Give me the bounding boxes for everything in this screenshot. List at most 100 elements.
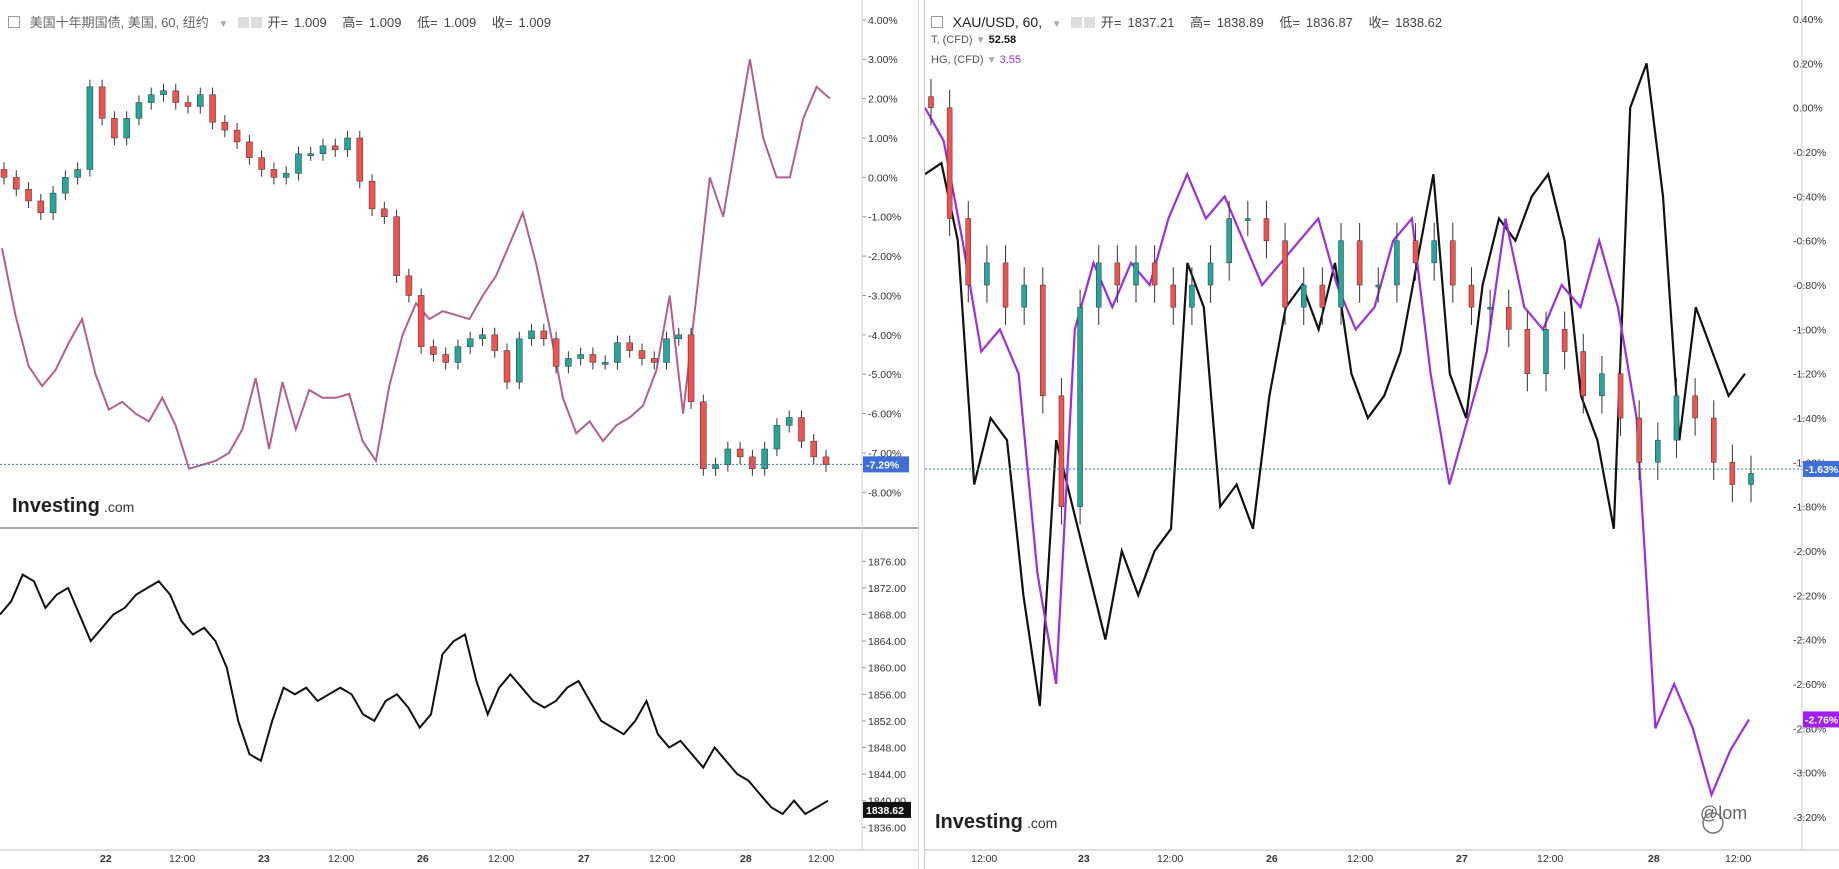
candle-body bbox=[516, 338, 523, 383]
eye-icon[interactable] bbox=[250, 17, 262, 28]
left-chart-svg[interactable]: 4.00% 3.00% 2.00% 1.00% 0.00% -1.00% -2.00% -3.… bbox=[0, 0, 918, 869]
candle-body bbox=[1319, 284, 1326, 308]
low-value: 1836.87 bbox=[1305, 15, 1353, 30]
y-axis-tick-label: -3.00% bbox=[868, 290, 901, 302]
candle-body bbox=[687, 334, 695, 403]
candle-body bbox=[135, 102, 143, 119]
candle-body bbox=[62, 177, 69, 194]
candle-body bbox=[540, 330, 548, 340]
candle-body bbox=[381, 208, 388, 217]
candle-body bbox=[233, 129, 241, 143]
y-axis-tick-label: 2.00% bbox=[868, 94, 898, 106]
candle-body bbox=[1058, 395, 1065, 507]
candle-body bbox=[1226, 218, 1232, 264]
candle-body bbox=[638, 350, 646, 359]
y-axis-tick-label: -2.00% bbox=[868, 251, 901, 263]
candle-body bbox=[295, 153, 302, 174]
candle-body bbox=[49, 192, 57, 214]
x-axis-tick-label: 27 bbox=[1456, 853, 1468, 865]
y-axis-tick-label: 1864.00 bbox=[868, 636, 906, 648]
y-axis-tick-label: 3.00% bbox=[868, 54, 898, 66]
candle-body bbox=[37, 200, 45, 214]
collapse-icon[interactable] bbox=[931, 16, 943, 28]
candle-body bbox=[0, 169, 8, 178]
candle-body bbox=[1748, 473, 1754, 485]
candle-body bbox=[1207, 262, 1214, 286]
x-axis-tick-label: 12:00 bbox=[808, 853, 834, 865]
candle-body bbox=[773, 425, 781, 450]
series-t-legend: T, (CFD) ▼ 52.58 bbox=[931, 34, 1016, 46]
candle-body bbox=[332, 145, 339, 151]
close-label: 收= bbox=[1368, 15, 1390, 30]
high-value: 1.009 bbox=[368, 15, 402, 30]
candle-body bbox=[736, 448, 744, 458]
candle-body bbox=[1002, 262, 1009, 308]
candle-body bbox=[1710, 417, 1717, 463]
candle-body bbox=[172, 90, 180, 103]
candle-body bbox=[1133, 262, 1139, 286]
series-hg-legend: HG, (CFD) ▼ 3.55 bbox=[931, 54, 1021, 66]
close-label: 收= bbox=[491, 15, 513, 30]
candle-body bbox=[675, 334, 683, 340]
candle-body bbox=[1394, 240, 1400, 286]
y-axis-tick-label: 1860.00 bbox=[868, 663, 906, 675]
x-axis-tick-label: 12:00 bbox=[328, 853, 354, 865]
y-axis-tick-label: 1872.00 bbox=[868, 583, 906, 595]
settings-icon[interactable] bbox=[237, 17, 249, 28]
chevron-down-icon[interactable]: ▼ bbox=[1051, 19, 1062, 30]
y-axis-tick-label: -5.00% bbox=[868, 369, 901, 381]
x-axis-tick-label: 27 bbox=[578, 853, 590, 865]
candle-body bbox=[552, 338, 560, 367]
y-axis-tick-label: 1868.00 bbox=[868, 610, 906, 622]
hg-last-label: -2.76% bbox=[1805, 714, 1839, 726]
candle-body bbox=[503, 350, 511, 383]
candle-body bbox=[1338, 240, 1344, 308]
candle-body bbox=[1077, 306, 1083, 507]
x-axis-tick-label: 23 bbox=[1078, 853, 1090, 865]
candle-body bbox=[700, 401, 707, 469]
settings-icon[interactable] bbox=[1071, 17, 1083, 28]
left-legend: 美国十年期国债, 美国, 60, 纽约 ▼ 开= 1.009 高= 1.009 低=… bbox=[8, 12, 563, 31]
high-label: 高= bbox=[342, 15, 363, 30]
candle-body bbox=[356, 137, 364, 182]
x-axis-tick-label: 12:00 bbox=[1157, 853, 1183, 865]
candle-body bbox=[798, 417, 805, 442]
candle-body bbox=[1095, 262, 1102, 308]
eye-icon[interactable] bbox=[1084, 17, 1096, 28]
candle-body bbox=[589, 354, 597, 363]
candle-body bbox=[601, 362, 609, 365]
candle-body bbox=[1636, 417, 1642, 463]
candle-body bbox=[368, 181, 376, 210]
candle-body bbox=[1282, 240, 1288, 308]
weibo-icon bbox=[1702, 812, 1724, 834]
investing-logo: Investing bbox=[935, 811, 1023, 833]
y-axis-tick-label: 1876.00 bbox=[868, 556, 906, 568]
candle-body bbox=[761, 448, 768, 469]
y-axis-tick-label: 0.40% bbox=[1793, 14, 1823, 26]
collapse-icon[interactable] bbox=[8, 16, 20, 28]
candle-body bbox=[1300, 284, 1307, 308]
candle-body bbox=[344, 137, 351, 151]
right-chart-svg[interactable]: 0.40% 0.20% 0.00% -0.20% -0.40% -0.60% -0.80% -… bbox=[925, 0, 1839, 869]
open-value: 1837.21 bbox=[1127, 15, 1175, 30]
chevron-down-icon[interactable]: ▼ bbox=[975, 35, 986, 46]
candle-body bbox=[614, 342, 621, 363]
x-axis-tick-label: 28 bbox=[1648, 853, 1660, 865]
x-axis-tick-label: 22 bbox=[100, 853, 112, 865]
candle-body bbox=[1561, 329, 1568, 352]
chevron-down-icon[interactable]: ▼ bbox=[986, 55, 997, 66]
candle-body bbox=[221, 121, 229, 131]
last-value-badge bbox=[1803, 460, 1839, 477]
candle-body bbox=[1114, 262, 1121, 286]
y-axis-tick-label: -1.20% bbox=[1793, 369, 1826, 381]
candle-body bbox=[822, 456, 830, 466]
watermark: @lom bbox=[1700, 803, 1748, 823]
candle-body bbox=[946, 107, 953, 219]
candle-body bbox=[160, 90, 167, 95]
candle-body bbox=[565, 358, 572, 367]
chevron-down-icon[interactable]: ▼ bbox=[218, 19, 229, 30]
series-hg-value: 3.55 bbox=[999, 54, 1021, 66]
candle-body bbox=[663, 338, 670, 363]
candle-body bbox=[405, 275, 413, 296]
candle-body bbox=[984, 262, 990, 286]
